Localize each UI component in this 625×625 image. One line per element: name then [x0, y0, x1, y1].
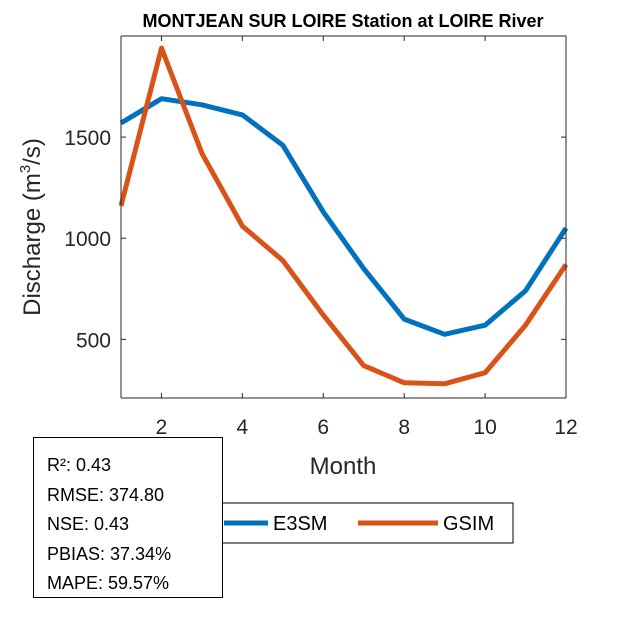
y-axis-label-sup: 3	[17, 165, 34, 173]
y-tick-label-1000: 1000	[64, 228, 111, 251]
stat-r2: R²: 0.43	[47, 455, 112, 475]
stat-nse: NSE: 0.43	[47, 514, 130, 534]
legend-label-e3sm: E3SM	[273, 513, 327, 535]
x-tick-label-12: 12	[554, 416, 577, 439]
y-axis-label-main: Discharge (m	[19, 173, 46, 316]
x-tick-label-10: 10	[473, 416, 496, 439]
x-tick-label-6: 6	[317, 416, 329, 439]
axes-box	[120, 35, 567, 399]
legend: E3SM GSIM	[217, 502, 514, 544]
series-line-gsim	[118, 45, 569, 387]
y-axis-label: Discharge (m3/s)	[17, 138, 46, 316]
chart-title: MONTJEAN SUR LOIRE Station at LOIRE Rive…	[142, 11, 543, 31]
x-tick-label-8: 8	[398, 416, 410, 439]
x-axis-label: Month	[310, 453, 377, 480]
stats-box: R²: 0.43 RMSE: 374.80 NSE: 0.43 PBIAS: 3…	[33, 437, 223, 598]
series-line-e3sm	[119, 96, 569, 337]
legend-label-gsim: GSIM	[443, 513, 494, 535]
stat-pbias: PBIAS: 37.34%	[47, 543, 172, 564]
x-tick-label-2: 2	[156, 416, 168, 439]
y-tick-label-500: 500	[76, 329, 111, 352]
series-layer	[118, 45, 569, 387]
stat-rmse: RMSE: 374.80	[47, 484, 165, 505]
y-tick-label-1500: 1500	[64, 127, 111, 150]
stat-mape: MAPE: 59.57%	[47, 573, 170, 593]
x-tick-label-4: 4	[237, 416, 249, 439]
y-axis-label-end: /s)	[19, 138, 46, 165]
tick-layer: 2 4 6 8 10 12 500 1000 1500	[64, 36, 578, 439]
